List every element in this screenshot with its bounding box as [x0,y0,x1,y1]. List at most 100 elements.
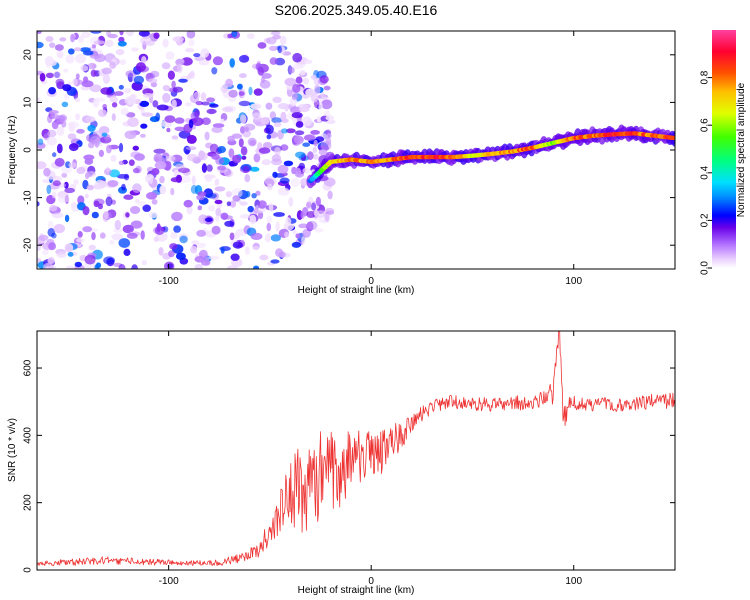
spectrogram-noise-blob [46,63,51,68]
spectrogram-noise-blob [250,166,260,172]
spectrogram-noise-blob [89,54,101,59]
spectrogram-noise-blob [251,112,263,120]
spectrogram-noise-blob [258,147,271,154]
spectrogram-noise-blob [224,220,235,227]
spectrogram-noise-blob [162,38,169,48]
spectrogram-noise-blob [306,202,312,209]
colorbar-tick-label: 0.8 [700,70,711,84]
spectrogram-noise-blob [310,130,320,135]
spectrogram-noise-blob [307,151,314,161]
spectrogram-noise-blob [61,101,69,108]
spectrogram-noise-blob [211,67,218,75]
spectrogram-noise-blob [92,98,100,108]
spectrogram-noise-blob [238,138,244,148]
spectrogram-noise-blob [111,233,123,241]
spectrogram-noise-blob [122,224,134,234]
spectrogram-noise-blob [295,76,303,84]
spectrogram-noise-blob [58,195,70,204]
spectrogram-noise-blob [123,194,134,200]
spectrogram-y-tick-label: 0 [23,147,34,153]
spectrogram-noise-blob [206,193,217,199]
spectrogram-noise-blob [140,123,148,129]
spectrogram-noise-blob [318,149,328,156]
spectrogram-noise-blob [98,109,107,117]
spectrogram-noise-blob [45,36,54,42]
spectrogram-noise-blob [92,44,96,49]
spectrogram-noise-blob [203,174,216,179]
spectrogram-y-tick-label: 10 [23,96,34,108]
spectrogram-noise-blob [174,117,185,124]
spectrogram-noise-blob [72,78,78,86]
spectrogram-noise-blob [214,186,226,192]
spectrogram-noise-blob [313,139,318,147]
spectrogram-noise-blob [275,248,284,257]
spectrogram-noise-blob [298,162,306,171]
spectrogram-noise-blob [265,102,273,110]
spectrogram-noise-blob [63,181,69,189]
spectrogram-noise-blob [198,151,208,161]
spectrogram-x-tick-label: 100 [565,276,582,287]
spectrogram-noise-blob [326,133,332,139]
spectrogram-noise-blob [226,201,232,207]
colorbar-tick-label: 0.2 [700,213,711,227]
snr-y-tick-label: 400 [23,427,34,444]
spectrogram-noise-blob [295,233,301,239]
spectrogram-noise-blob [105,167,110,172]
snr-series-line [37,331,675,567]
spectrogram-noise-blob [295,121,304,128]
spectrogram-noise-blob [37,258,42,263]
spectrogram-noise-blob [232,154,242,164]
spectrogram-noise-blob [170,187,175,196]
spectrogram-noise-blob [319,75,329,84]
spectrogram-noise-blob [90,31,102,34]
spectrogram-noise-blob [271,154,282,162]
spectrogram-noise-blob [194,263,203,269]
spectrogram-noise-blob [285,128,296,134]
spectrogram-noise-blob [193,53,201,58]
spectrogram-noise-blob [274,146,281,156]
spectrogram-noise-blob [262,142,273,149]
spectrogram-noise-blob [247,137,257,147]
spectrogram-noise-blob [47,220,54,231]
spectrogram-x-ticks: -100 0 100 [159,31,583,287]
spectrogram-noise-blob [152,100,159,108]
spectrogram-x-tick-label: -100 [159,276,179,287]
spectrogram-noise-blob [48,87,56,95]
spectrogram-noise-blob [124,96,137,105]
spectrogram-noise-blob [63,68,69,73]
spectrogram-noise-blob [55,78,65,86]
spectrogram-noise-blob [316,116,322,123]
spectrogram-noise-blob [126,31,134,37]
spectrogram-noise-blob [137,200,146,207]
spectrogram-noise-blob [231,188,243,198]
spectrogram-noise-blob [206,108,217,115]
spectrogram-noise-blob [168,250,175,258]
spectrogram-noise-blob [301,116,313,127]
spectrogram-noise-blob [142,204,151,212]
spectrogram-noise-blob [54,157,65,167]
spectrogram-noise-blob [132,183,142,194]
spectrogram-noise-blob [174,163,185,169]
spectrogram-noise-blob [140,230,145,240]
figure-title: S206.2025.349.05.40.E16 [275,2,438,18]
spectrogram-noise-blob [64,93,70,101]
spectrogram-noise-blob [111,113,116,121]
spectrogram-noise-blob [73,179,79,185]
spectrogram-noise-blob [291,112,303,119]
spectrogram-noise-blob [279,177,290,184]
spectrogram-noise-blob [245,190,251,198]
spectrogram-noise-blob [321,99,333,110]
spectrogram-noise-blob [270,259,280,264]
spectrogram-noise-blob [171,80,176,89]
spectrogram-noise-blob [253,153,261,163]
spectrogram-noise-blob [292,229,297,235]
spectrogram-noise-blob [290,177,300,188]
spectrogram-noise-blob [320,140,332,151]
spectrogram-noise-blob [169,243,178,250]
spectrogram-noise-blob [310,92,318,103]
spectrogram-noise-blob [64,214,70,223]
spectrogram-noise-blob [219,118,225,124]
spectrogram-noise-blob [239,201,248,206]
spectrogram-noise-blob [39,73,46,82]
spectrogram-noise-blob [288,196,294,207]
